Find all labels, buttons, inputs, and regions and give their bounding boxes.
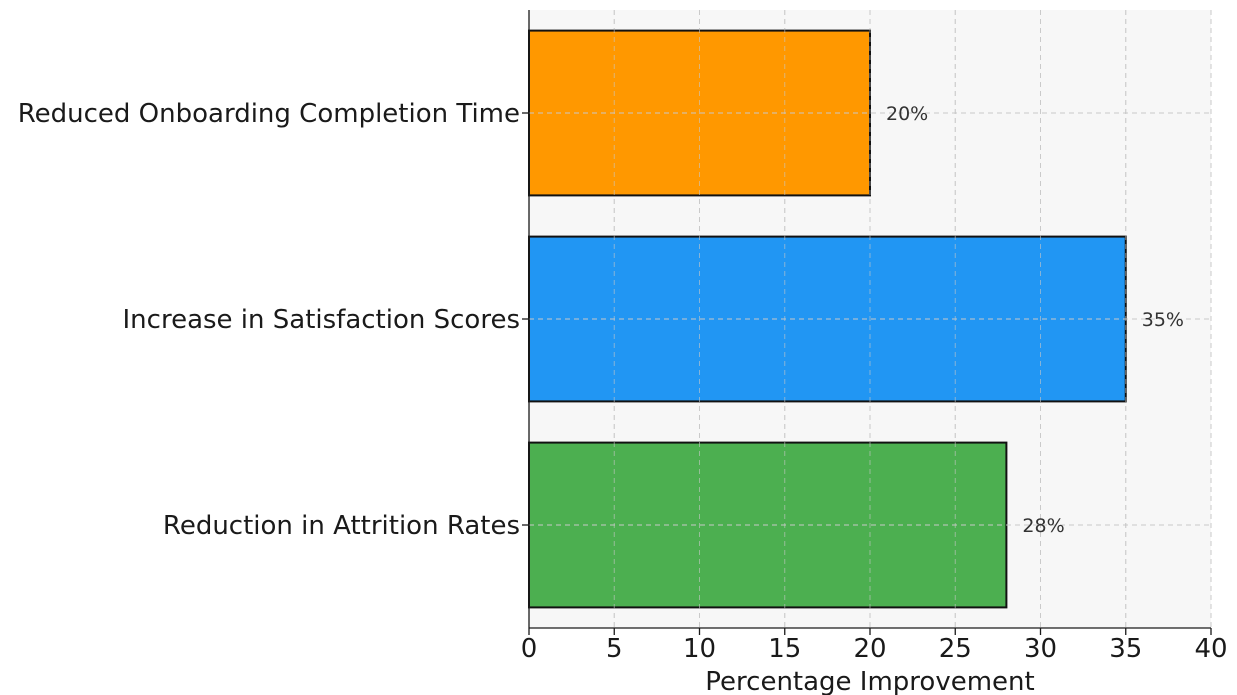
bar-value-label: 35% xyxy=(1142,309,1184,331)
x-tick-label: 0 xyxy=(521,634,538,664)
x-tick-label: 20 xyxy=(853,634,886,664)
x-tick-label: 15 xyxy=(768,634,801,664)
x-tick-label: 25 xyxy=(939,634,972,664)
x-tick-label: 5 xyxy=(606,634,623,664)
x-tick-label: 35 xyxy=(1109,634,1142,664)
x-tick-label: 40 xyxy=(1194,634,1227,664)
x-tick-label: 10 xyxy=(683,634,716,664)
y-tick-label: Increase in Satisfaction Scores xyxy=(123,305,520,335)
bar-value-label: 28% xyxy=(1022,515,1064,537)
y-tick-label: Reduction in Attrition Rates xyxy=(163,511,520,541)
y-tick-label: Reduced Onboarding Completion Time xyxy=(18,99,520,129)
bars xyxy=(528,10,1212,628)
bar-value-label: 20% xyxy=(886,103,928,125)
x-axis-title: Percentage Improvement xyxy=(705,667,1034,695)
axes: 0 5 10 15 20 25 30 35 40 20% Reduced Onboarding Co… xyxy=(18,10,1228,664)
x-tick-label: 30 xyxy=(1024,634,1057,664)
